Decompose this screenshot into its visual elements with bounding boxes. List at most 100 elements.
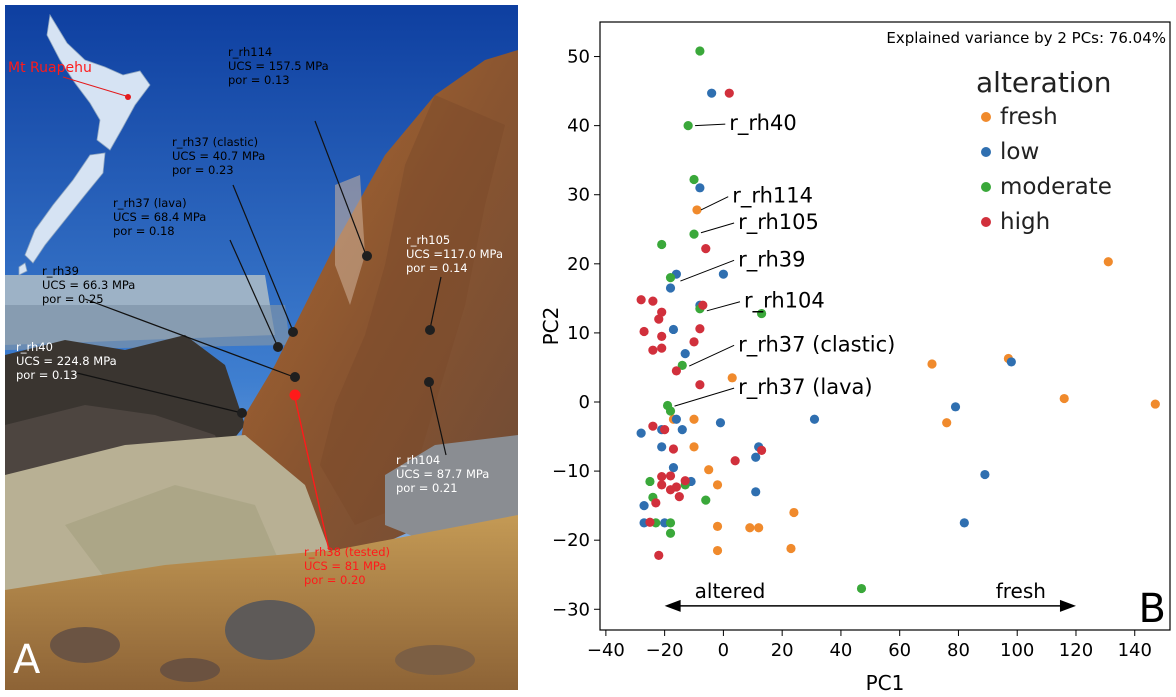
- data-point-high: [657, 343, 667, 353]
- data-point-low: [980, 469, 990, 480]
- data-point-high: [695, 324, 705, 334]
- location-label: Mt Ruapehu: [8, 60, 92, 76]
- annotation-leader: [674, 387, 735, 407]
- data-point-high: [654, 550, 664, 560]
- annotation-leader: [706, 301, 741, 312]
- panel-letter-b: B: [1139, 586, 1166, 632]
- y-axis-label: PC2: [539, 307, 563, 346]
- data-point-moderate: [657, 239, 667, 250]
- data-point-low: [665, 283, 676, 293]
- data-point-fresh: [1059, 393, 1069, 404]
- legend-marker-low: [981, 147, 991, 157]
- y-tick-label: 20: [567, 254, 590, 275]
- annotation-leader: [680, 259, 735, 282]
- data-point-fresh: [1103, 257, 1113, 267]
- pca-scatter-chart: −40 −20 0 20 40 60 80 100 120 140 −30 −20 −10 0 10 20 30…: [539, 21, 1171, 695]
- data-point-low: [809, 414, 820, 424]
- x-tick-label: 80: [947, 640, 970, 661]
- data-point-high: [695, 380, 705, 390]
- arrow-label-altered: altered: [695, 579, 766, 603]
- legend-label-fresh: fresh: [1000, 104, 1058, 130]
- legend-label-low: low: [1000, 139, 1039, 165]
- x-tick-label: −20: [646, 640, 684, 661]
- data-point-low: [668, 463, 679, 473]
- panel-letter-a: A: [13, 637, 41, 683]
- data-point-high: [701, 244, 711, 254]
- data-point-high: [648, 296, 658, 306]
- legend-title: alteration: [976, 66, 1111, 99]
- data-point-fresh: [712, 480, 723, 490]
- annotation-label: r_rh39: [738, 247, 805, 272]
- data-point-low: [671, 414, 681, 424]
- y-tick-label: 50: [567, 47, 590, 68]
- y-tick-label: 40: [567, 116, 590, 137]
- data-point-fresh: [1150, 399, 1160, 409]
- data-point-high: [657, 472, 667, 482]
- x-tick-label: 120: [1059, 640, 1093, 661]
- annotation-label: r_rh104: [744, 289, 825, 314]
- data-point-high: [657, 331, 667, 341]
- data-point-moderate: [701, 495, 711, 505]
- x-tick-label: 60: [888, 640, 911, 661]
- data-point-high: [665, 471, 676, 481]
- data-point-fresh: [727, 373, 737, 383]
- data-point-high: [639, 326, 649, 337]
- data-point-high: [671, 366, 681, 376]
- x-tick-label: 20: [771, 640, 794, 661]
- y-tick-label: 0: [579, 392, 590, 413]
- data-point-low: [639, 501, 649, 511]
- data-point-fresh: [692, 205, 702, 215]
- y-tick-label: −20: [552, 530, 590, 551]
- photo-panel: Mt Ruapehu r_rh114 UCS = 157.5 MPa por =…: [5, 5, 518, 690]
- legend-marker-high: [981, 217, 991, 227]
- data-point-low: [657, 442, 667, 452]
- x-axis-label: PC1: [866, 671, 905, 693]
- data-point-high: [657, 307, 667, 317]
- explained-variance-note: Explained variance by 2 PCs: 76.04%: [886, 29, 1166, 47]
- annotation-label: r_rh37 (lava): [738, 375, 873, 400]
- data-point-high: [657, 480, 667, 490]
- legend-label-high: high: [1000, 209, 1050, 235]
- data-point-moderate: [683, 121, 693, 131]
- photo-sample-points: [237, 251, 435, 418]
- data-point-low: [677, 425, 687, 435]
- label-rh37-lava: r_rh37 (lava) UCS = 68.4 MPa por = 0.18: [113, 196, 207, 238]
- data-point-fresh: [689, 414, 699, 424]
- data-point-high: [645, 517, 655, 527]
- annotation-leader: [688, 344, 735, 367]
- data-point-fresh: [712, 545, 723, 556]
- data-point-low: [1006, 357, 1016, 367]
- data-point-high: [680, 476, 690, 486]
- data-point-high: [756, 445, 767, 455]
- data-point-fresh: [927, 359, 937, 369]
- arrow-head-right: [1059, 599, 1076, 612]
- label-rh104: r_rh104 UCS = 87.7 MPa por = 0.21: [396, 453, 490, 495]
- data-point-moderate: [665, 406, 676, 416]
- photo-leaders: [76, 120, 447, 456]
- data-point-high: [668, 444, 679, 454]
- annotation-label: r_rh40: [729, 111, 796, 136]
- data-point-low: [707, 88, 717, 98]
- data-point-high: [660, 425, 670, 435]
- data-point-fresh: [704, 465, 714, 475]
- x-tick-label: 40: [829, 640, 852, 661]
- nz-map-inset: [18, 13, 151, 276]
- arrow-label-fresh: fresh: [996, 579, 1046, 603]
- data-point-high: [648, 345, 658, 355]
- label-rh38-tested: r_rh38 (tested) UCS = 81 MPa por = 0.20: [304, 545, 391, 587]
- data-point-moderate: [695, 46, 705, 56]
- data-point-high: [654, 314, 664, 324]
- plot-frame: [599, 21, 1171, 631]
- legend-marker-fresh: [981, 112, 991, 122]
- data-point-high: [689, 337, 699, 347]
- legend-label-moderate: moderate: [1000, 174, 1112, 200]
- label-rh37-clastic: r_rh37 (clastic) UCS = 40.7 MPa por = 0.…: [172, 135, 266, 177]
- annotation-leader: [700, 196, 729, 211]
- data-point-high: [674, 492, 684, 502]
- y-tick-label: 30: [567, 185, 590, 206]
- x-tick-label: 100: [1000, 640, 1034, 661]
- data-point-high: [698, 300, 708, 310]
- data-point-fresh: [689, 442, 699, 452]
- data-point-moderate: [677, 360, 687, 370]
- x-tick-label: 140: [1118, 640, 1152, 661]
